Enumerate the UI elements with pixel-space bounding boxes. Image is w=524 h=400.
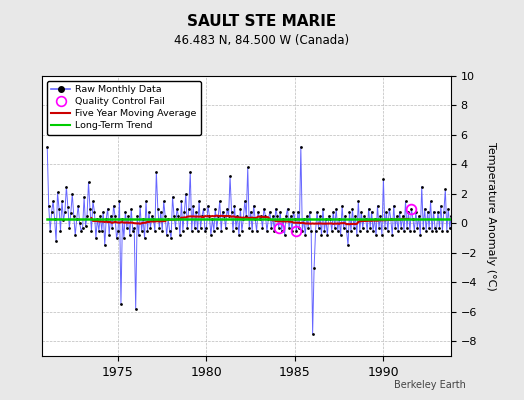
Text: Berkeley Earth: Berkeley Earth (395, 380, 466, 390)
Text: SAULT STE MARIE: SAULT STE MARIE (188, 14, 336, 29)
Y-axis label: Temperature Anomaly (°C): Temperature Anomaly (°C) (486, 142, 496, 290)
Text: 46.483 N, 84.500 W (Canada): 46.483 N, 84.500 W (Canada) (174, 34, 350, 47)
Legend: Raw Monthly Data, Quality Control Fail, Five Year Moving Average, Long-Term Tren: Raw Monthly Data, Quality Control Fail, … (47, 81, 201, 135)
